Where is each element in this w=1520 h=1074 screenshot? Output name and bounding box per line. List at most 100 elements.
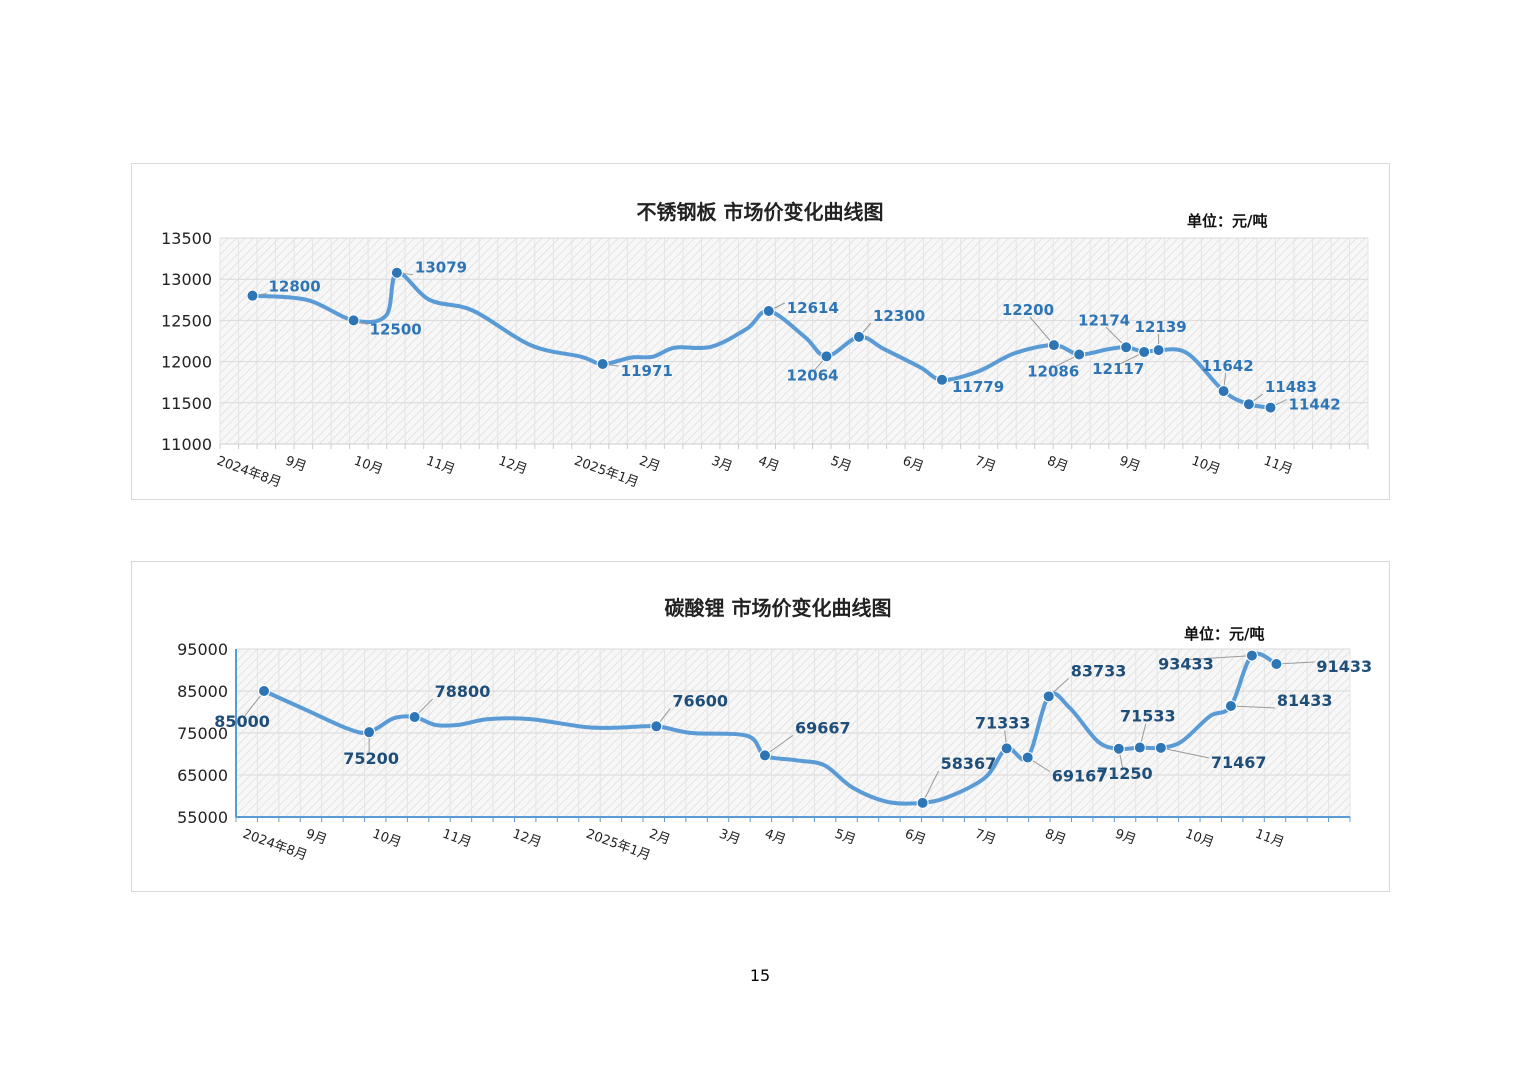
data-point bbox=[1120, 341, 1133, 354]
data-label: 12800 bbox=[268, 278, 320, 296]
data-label: 71533 bbox=[1120, 707, 1176, 726]
x-tick-label: 2024年8月 bbox=[215, 454, 283, 491]
data-point bbox=[1047, 339, 1060, 352]
data-label: 11971 bbox=[621, 362, 673, 380]
data-point bbox=[936, 373, 949, 386]
y-tick-label: 13500 bbox=[161, 229, 212, 248]
data-point bbox=[1021, 751, 1034, 764]
x-tick-label: 9月 bbox=[1117, 454, 1142, 475]
data-label: 58367 bbox=[941, 754, 997, 773]
data-point bbox=[363, 726, 376, 739]
data-label: 91433 bbox=[1316, 657, 1372, 676]
stainless-steel-price-chart: 不锈钢板 市场价变化曲线图单位：元/吨 13500 13000 12500 12000 1… bbox=[131, 163, 1390, 500]
data-point bbox=[1073, 348, 1086, 361]
page-number: 15 bbox=[749, 966, 771, 985]
x-tick-label: 8月 bbox=[1043, 827, 1068, 848]
data-point bbox=[762, 305, 775, 318]
y-tick-label: 12000 bbox=[161, 353, 212, 372]
data-label: 85000 bbox=[214, 712, 270, 731]
data-point bbox=[347, 314, 360, 327]
data-point bbox=[1138, 345, 1151, 358]
data-point bbox=[1152, 344, 1165, 357]
data-label: 81433 bbox=[1277, 691, 1333, 710]
data-point bbox=[390, 266, 403, 279]
data-point bbox=[1112, 742, 1125, 755]
x-tick-label: 5月 bbox=[828, 454, 853, 475]
x-tick-label: 10月 bbox=[1189, 454, 1222, 478]
x-tick-label: 10月 bbox=[370, 827, 403, 851]
x-tick-label: 9月 bbox=[1113, 827, 1138, 848]
unit-label: 单位：元/吨 bbox=[1184, 625, 1264, 643]
x-tick-label: 2025年1月 bbox=[572, 454, 640, 491]
y-tick-label: 13000 bbox=[161, 270, 212, 289]
x-tick-label: 7月 bbox=[973, 827, 998, 848]
data-label: 12117 bbox=[1092, 360, 1144, 378]
data-point bbox=[1000, 742, 1013, 755]
y-tick-label: 12500 bbox=[161, 311, 212, 330]
data-point bbox=[650, 720, 663, 733]
data-label: 76600 bbox=[672, 691, 728, 710]
data-label: 71250 bbox=[1097, 764, 1153, 783]
data-label: 71467 bbox=[1211, 753, 1267, 772]
data-label: 11442 bbox=[1289, 396, 1341, 414]
data-point bbox=[1270, 657, 1283, 670]
x-tick-label: 4月 bbox=[763, 827, 788, 848]
x-tick-label: 11月 bbox=[424, 454, 457, 478]
y-tick-label: 55000 bbox=[177, 808, 228, 827]
data-label: 12174 bbox=[1078, 311, 1130, 329]
x-tick-label: 8月 bbox=[1045, 454, 1070, 475]
leader-line bbox=[1230, 705, 1275, 709]
x-tick-label: 2月 bbox=[647, 827, 672, 848]
x-tick-label: 12月 bbox=[510, 827, 543, 851]
x-tick-label: 2024年8月 bbox=[241, 827, 309, 864]
data-point bbox=[246, 289, 259, 302]
leader-line bbox=[1276, 661, 1315, 665]
x-tick-label: 11月 bbox=[1253, 827, 1286, 851]
y-tick-label: 11000 bbox=[161, 435, 212, 454]
x-tick-label: 9月 bbox=[304, 827, 329, 848]
data-point bbox=[258, 685, 271, 697]
data-label: 13079 bbox=[415, 259, 467, 277]
x-tick-label: 10月 bbox=[352, 454, 385, 478]
data-label: 69667 bbox=[795, 718, 851, 737]
data-point bbox=[1154, 741, 1167, 754]
leader-line bbox=[1160, 747, 1209, 759]
x-tick-label: 4月 bbox=[756, 454, 781, 475]
data-label: 12139 bbox=[1135, 318, 1187, 336]
data-label: 71333 bbox=[975, 713, 1031, 732]
x-tick-label: 12月 bbox=[496, 454, 529, 478]
x-tick-label: 11月 bbox=[440, 827, 473, 851]
data-point bbox=[596, 357, 609, 370]
data-label: 78800 bbox=[435, 682, 491, 701]
data-point bbox=[1042, 690, 1055, 703]
data-label: 12500 bbox=[370, 320, 422, 338]
x-tick-label: 11月 bbox=[1262, 454, 1295, 478]
x-tick-label: 3月 bbox=[709, 454, 734, 475]
x-tick-label: 2025年1月 bbox=[584, 827, 652, 864]
data-point bbox=[1217, 385, 1230, 398]
y-tick-label: 95000 bbox=[177, 640, 228, 659]
y-tick-label: 11500 bbox=[161, 394, 212, 413]
data-label: 11779 bbox=[952, 378, 1004, 396]
data-label: 11483 bbox=[1265, 378, 1317, 396]
stainless-steel-chart-svg: 不锈钢板 市场价变化曲线图单位：元/吨 13500 13000 12500 12000 1… bbox=[161, 200, 1369, 491]
data-label: 69167 bbox=[1052, 766, 1108, 785]
x-tick-label: 10月 bbox=[1183, 827, 1216, 851]
unit-label: 单位：元/吨 bbox=[1187, 212, 1267, 230]
data-label: 11642 bbox=[1202, 357, 1254, 375]
y-tick-label: 65000 bbox=[177, 766, 228, 785]
data-point bbox=[820, 350, 833, 363]
x-tick-label: 2月 bbox=[637, 454, 662, 475]
data-label: 12064 bbox=[786, 366, 838, 384]
data-label: 12614 bbox=[787, 299, 839, 317]
price-line bbox=[250, 270, 1273, 410]
data-label: 12300 bbox=[873, 307, 925, 325]
data-point bbox=[1242, 398, 1255, 411]
data-point bbox=[758, 749, 771, 762]
x-tick-label: 5月 bbox=[833, 827, 858, 848]
x-tick-label: 6月 bbox=[903, 827, 928, 848]
data-label: 12086 bbox=[1027, 363, 1079, 381]
chart-title: 不锈钢板 市场价变化曲线图 bbox=[637, 200, 884, 224]
data-label: 83733 bbox=[1071, 661, 1127, 680]
x-tick-label: 9月 bbox=[283, 454, 308, 475]
